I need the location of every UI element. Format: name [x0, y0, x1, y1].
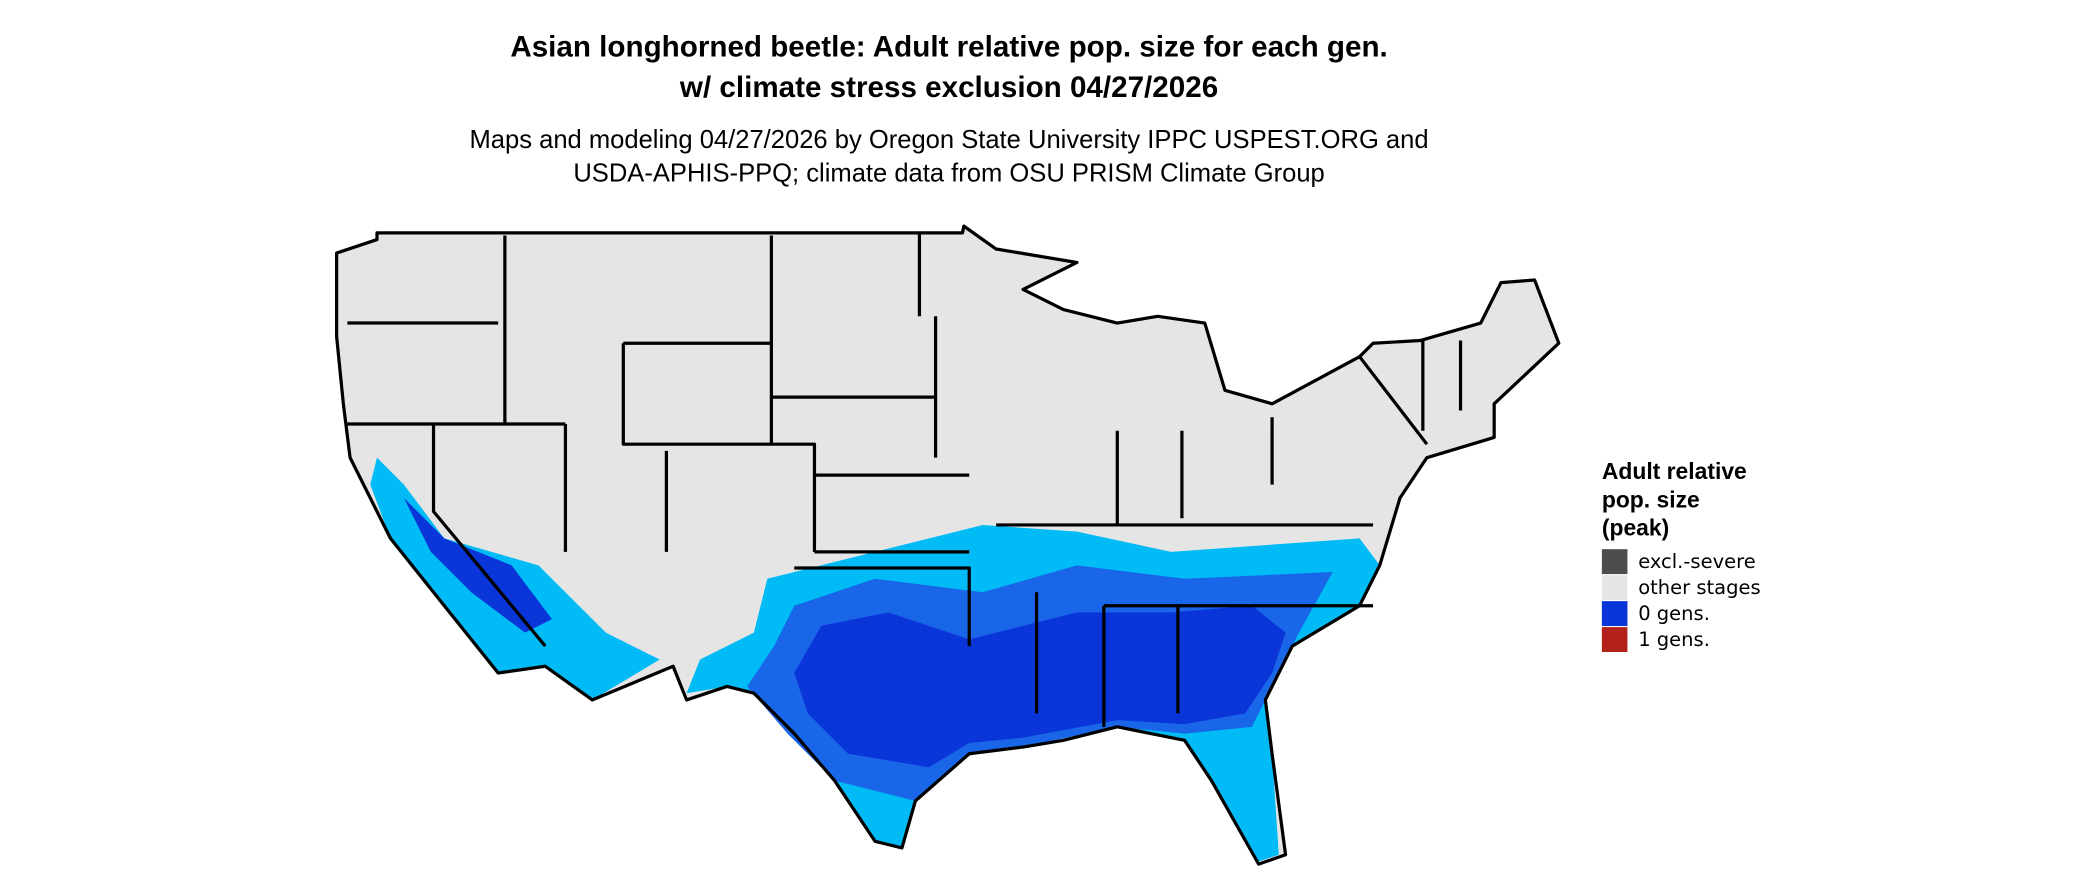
legend-swatch	[1601, 627, 1628, 653]
legend-label: other stages	[1638, 576, 1760, 599]
legend-label: excl.-severe	[1638, 550, 1756, 573]
subtitle-line: USDA-APHIS-PPQ; climate data from OSU PR…	[573, 160, 1324, 188]
core-zone	[794, 605, 1286, 768]
legend-swatch	[1601, 549, 1628, 575]
border	[335, 224, 1561, 866]
title-line: Asian longhorned beetle: Adult relative …	[510, 31, 1387, 64]
legend-label: 0 gens.	[1638, 602, 1710, 625]
legend-title: (peak)	[1602, 515, 1669, 541]
legend-swatch	[1601, 575, 1628, 601]
legend: Adult relative pop. size (peak) excl.-se…	[1601, 458, 1761, 653]
border	[347, 232, 1463, 727]
legend-title: pop. size	[1602, 486, 1700, 512]
legend-label: 1 gens.	[1638, 628, 1710, 651]
legend-title: Adult relative	[1602, 458, 1747, 484]
subtitle-line: Maps and modeling 04/27/2026 by Oregon S…	[470, 126, 1429, 154]
legend-swatch	[1601, 601, 1628, 627]
title-line: w/ climate stress exclusion 04/27/2026	[679, 71, 1218, 104]
us-map	[335, 224, 1561, 866]
